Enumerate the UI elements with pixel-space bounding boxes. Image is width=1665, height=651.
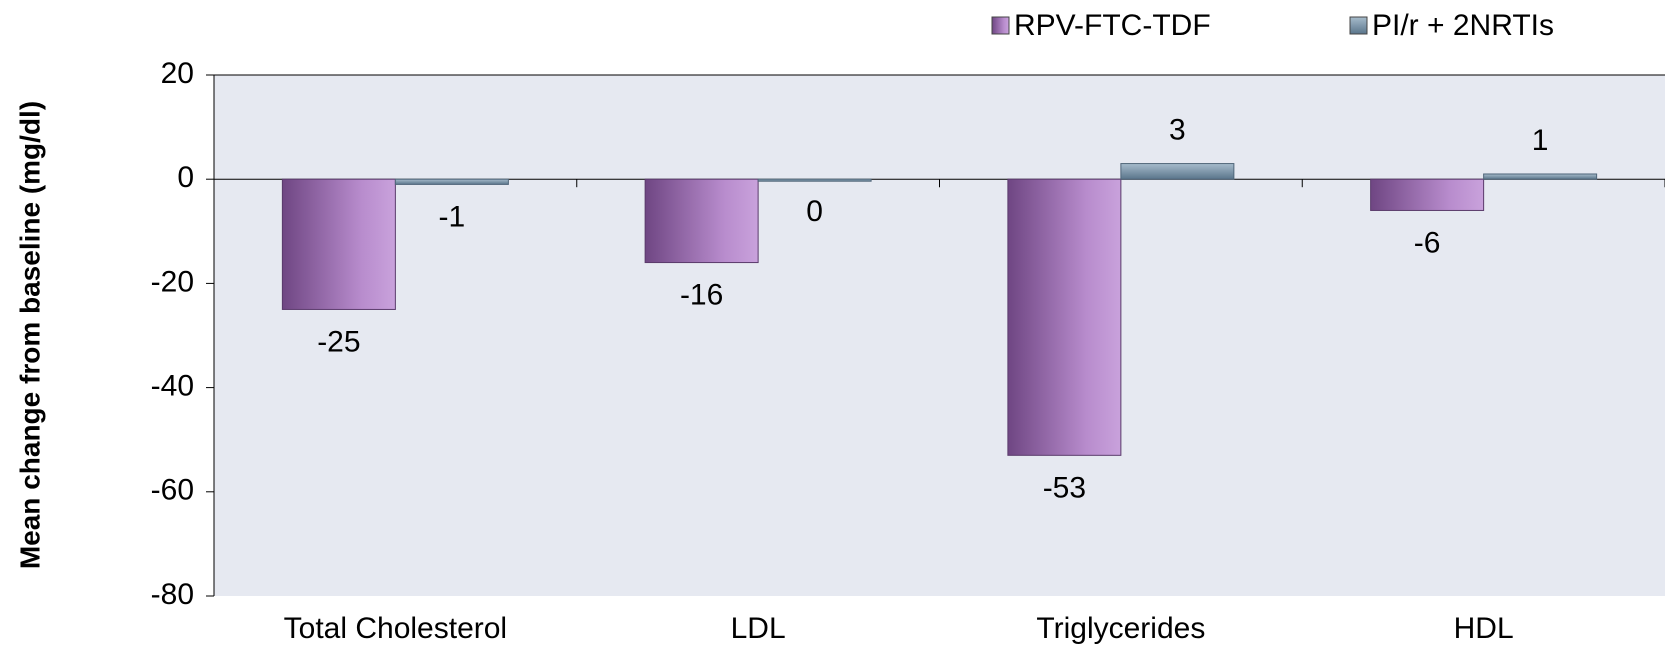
value-label: -1 [439,200,466,233]
bar [644,178,759,264]
bar [281,178,396,310]
legend-swatch [991,16,1010,35]
value-label: -25 [317,325,360,358]
bar [394,178,509,185]
x-tick-label: Total Cholesterol [284,612,507,645]
y-tick-label: -20 [151,265,194,298]
y-tick-label: -40 [151,370,194,403]
value-label: 0 [806,195,823,228]
y-tick-label: 20 [161,57,194,90]
legend-label: RPV-FTC-TDF [1014,9,1211,42]
legend-swatch [1349,16,1368,35]
value-label: 1 [1532,124,1549,157]
x-tick-label: HDL [1454,612,1514,645]
y-tick-label: 0 [177,161,194,194]
y-tick-label: -80 [151,578,194,611]
bar [1007,178,1122,456]
legend-label: PI/r + 2NRTIs [1372,9,1554,42]
value-label: -16 [680,278,723,311]
value-label: 3 [1169,113,1186,146]
bar [1483,173,1598,180]
bar [1120,163,1235,180]
x-tick-label: Triglycerides [1036,612,1205,645]
value-label: -6 [1414,226,1441,259]
x-tick-label: LDL [731,612,786,645]
bar [757,178,872,182]
value-label: -53 [1043,471,1086,504]
y-axis-label: Mean change from baseline (mg/dl) [14,101,45,569]
bar [1370,178,1485,211]
plot-area [214,75,1665,596]
y-tick-label: -60 [151,474,194,507]
